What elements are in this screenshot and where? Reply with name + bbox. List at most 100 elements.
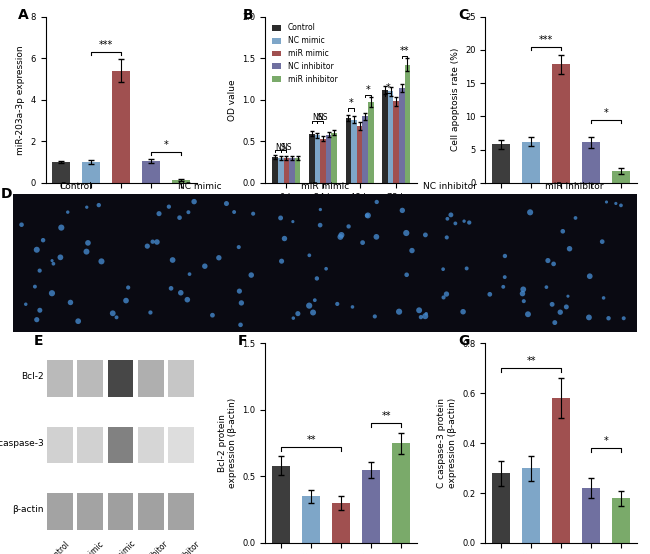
- Point: [235, 320, 246, 329]
- Text: NC inhibitor: NC inhibitor: [131, 540, 170, 554]
- Bar: [332, 503, 350, 543]
- Text: NS: NS: [281, 142, 292, 152]
- Point: [62, 208, 73, 217]
- Bar: [47, 427, 73, 463]
- Point: [176, 288, 186, 297]
- Text: E: E: [33, 334, 43, 347]
- Point: [599, 294, 609, 302]
- Bar: [362, 116, 368, 183]
- Point: [335, 233, 346, 242]
- Point: [154, 209, 164, 218]
- Text: *: *: [385, 84, 390, 94]
- Point: [603, 314, 614, 322]
- Point: [584, 272, 595, 281]
- Bar: [612, 171, 630, 183]
- Text: Control: Control: [46, 540, 72, 554]
- Bar: [108, 360, 133, 397]
- Bar: [388, 91, 393, 183]
- Point: [48, 259, 58, 268]
- Bar: [368, 102, 374, 183]
- Bar: [77, 360, 103, 397]
- Bar: [168, 493, 194, 530]
- Point: [401, 229, 411, 238]
- Point: [276, 213, 286, 222]
- Bar: [582, 142, 600, 183]
- Point: [189, 197, 200, 206]
- Point: [547, 300, 557, 309]
- Bar: [47, 360, 73, 397]
- Point: [362, 211, 372, 220]
- Point: [347, 302, 358, 311]
- Point: [619, 314, 629, 322]
- Point: [32, 245, 42, 254]
- Point: [564, 244, 575, 253]
- Point: [519, 297, 529, 306]
- Point: [308, 308, 318, 317]
- Point: [56, 223, 66, 232]
- Text: miR mimic: miR mimic: [102, 540, 137, 554]
- Point: [55, 253, 66, 261]
- Point: [96, 257, 107, 266]
- Bar: [83, 162, 100, 183]
- Point: [517, 289, 528, 298]
- Point: [182, 295, 192, 304]
- Point: [541, 283, 552, 291]
- Point: [174, 213, 185, 222]
- Bar: [404, 65, 410, 183]
- Point: [438, 293, 448, 302]
- Point: [402, 270, 412, 279]
- Bar: [168, 360, 194, 397]
- Point: [462, 264, 472, 273]
- Point: [558, 227, 568, 235]
- Text: NC mimic: NC mimic: [178, 182, 222, 191]
- Point: [407, 246, 417, 255]
- Point: [525, 208, 536, 217]
- Point: [458, 307, 468, 316]
- Point: [73, 317, 83, 326]
- Point: [420, 230, 430, 239]
- Point: [280, 234, 290, 243]
- Bar: [172, 179, 190, 183]
- Text: miR mimic: miR mimic: [301, 182, 349, 191]
- Point: [549, 259, 559, 268]
- Point: [34, 266, 45, 275]
- Point: [358, 238, 368, 247]
- Text: β-actin: β-actin: [12, 505, 44, 514]
- Text: C caspase-3: C caspase-3: [0, 439, 44, 448]
- Text: G: G: [458, 334, 469, 347]
- Bar: [392, 443, 410, 543]
- Point: [610, 199, 621, 208]
- Text: *: *: [604, 436, 608, 446]
- Point: [183, 208, 194, 217]
- Bar: [522, 468, 540, 543]
- Bar: [309, 134, 315, 183]
- Point: [34, 306, 45, 315]
- Text: **: **: [382, 411, 391, 421]
- Bar: [492, 144, 510, 183]
- Bar: [351, 120, 357, 183]
- Point: [438, 265, 448, 274]
- Point: [16, 220, 27, 229]
- Bar: [302, 496, 320, 543]
- Bar: [346, 118, 351, 183]
- Text: NC inhibitor: NC inhibitor: [423, 182, 476, 191]
- Point: [94, 201, 104, 209]
- Point: [234, 286, 244, 295]
- Legend: Control, NC mimic, miR mimic, NC inhibitor, miR inhibitor: Control, NC mimic, miR mimic, NC inhibit…: [269, 20, 341, 87]
- Bar: [552, 398, 570, 543]
- Bar: [142, 161, 161, 183]
- Bar: [332, 133, 337, 183]
- Point: [371, 233, 382, 242]
- Bar: [77, 427, 103, 463]
- Point: [616, 201, 626, 210]
- Bar: [138, 194, 263, 332]
- Point: [111, 313, 122, 322]
- Text: *: *: [349, 99, 354, 109]
- Bar: [552, 64, 570, 183]
- Point: [441, 290, 452, 299]
- Point: [414, 306, 424, 315]
- Y-axis label: Bcl-2 protein
expression (β-actin): Bcl-2 protein expression (β-actin): [218, 398, 237, 488]
- Point: [370, 312, 380, 321]
- Point: [311, 274, 322, 283]
- Bar: [612, 498, 630, 543]
